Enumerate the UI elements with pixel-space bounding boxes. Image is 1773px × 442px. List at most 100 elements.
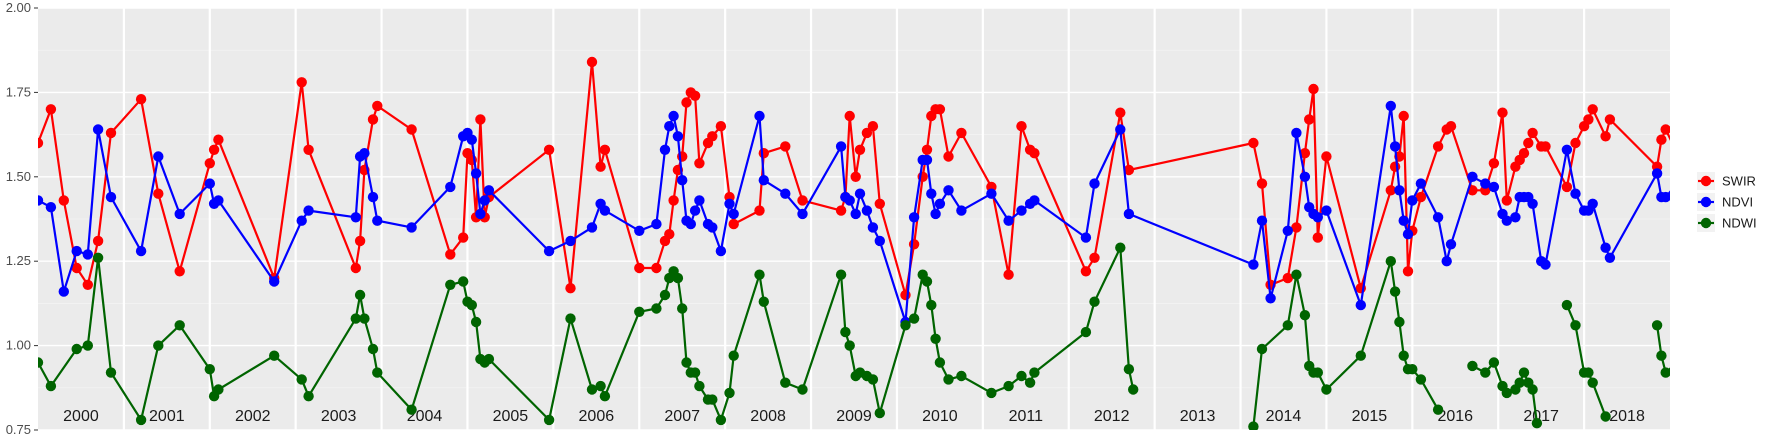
ndwi-point bbox=[1467, 360, 1478, 372]
ndwi-point bbox=[1501, 387, 1513, 399]
legend: SWIR NDVI NDWI bbox=[1697, 172, 1757, 232]
swir-point bbox=[82, 279, 94, 290]
ndvi-point bbox=[1265, 293, 1276, 304]
ndwi-point bbox=[71, 343, 82, 355]
ndvi-point bbox=[38, 195, 44, 206]
ndwi-point bbox=[715, 414, 727, 426]
ndvi-point bbox=[367, 191, 379, 203]
ndvi-point bbox=[1604, 252, 1616, 263]
ndvi-point bbox=[1651, 168, 1663, 179]
ndvi-point bbox=[1080, 232, 1092, 243]
ndwi-point bbox=[1734, 300, 1744, 310]
swir-point bbox=[694, 158, 705, 169]
legend-point bbox=[1700, 175, 1712, 187]
ndwi-point bbox=[681, 357, 692, 368]
ndwi-point bbox=[105, 367, 117, 378]
swir-point bbox=[1527, 127, 1538, 139]
ndvi-point bbox=[372, 215, 383, 226]
ndvi-point bbox=[1432, 212, 1444, 223]
ndwi-point bbox=[1699, 354, 1709, 364]
ndvi-point bbox=[672, 131, 684, 142]
legend-point bbox=[1700, 217, 1712, 229]
swir-point bbox=[208, 144, 220, 155]
swir-point bbox=[874, 198, 885, 209]
ndwi-point bbox=[651, 303, 662, 314]
ndvi-point bbox=[445, 181, 456, 193]
year-label-2018: 2018 bbox=[1609, 408, 1645, 425]
ndwi-point bbox=[930, 333, 941, 344]
swir-point bbox=[1604, 114, 1616, 125]
swir-point bbox=[543, 144, 555, 155]
ndvi-point bbox=[1312, 212, 1324, 223]
year-label-2013: 2013 bbox=[1180, 408, 1216, 425]
ndwi-point bbox=[758, 296, 769, 307]
swir-point bbox=[908, 239, 920, 250]
ndwi-point bbox=[350, 313, 361, 324]
ndvi-point bbox=[754, 110, 765, 122]
swir-point bbox=[835, 205, 847, 216]
swir-point bbox=[1587, 104, 1598, 115]
ndwi-point bbox=[1514, 377, 1525, 388]
year-label-2003: 2003 bbox=[321, 408, 357, 425]
ndvi-point bbox=[1389, 141, 1401, 152]
y-tick-label: 1.75 bbox=[6, 84, 31, 99]
ndwi-point bbox=[659, 289, 671, 301]
ndvi-point bbox=[668, 110, 679, 122]
ndvi-point bbox=[213, 195, 224, 206]
ndwi-point bbox=[1089, 296, 1100, 307]
swir-point bbox=[565, 283, 576, 294]
ndwi-point bbox=[586, 384, 598, 395]
ndwi-point bbox=[797, 384, 808, 395]
ndvi-point bbox=[1282, 225, 1294, 236]
y-tick-label: 0.75 bbox=[6, 422, 31, 437]
ndvi-point bbox=[1540, 259, 1551, 270]
ndwi-point bbox=[921, 276, 933, 287]
ndwi-point bbox=[445, 279, 456, 290]
year-label-2002: 2002 bbox=[235, 408, 271, 425]
y-tick-label: 1.50 bbox=[6, 169, 31, 184]
ndwi-point bbox=[1695, 337, 1705, 347]
series-ndwi bbox=[38, 242, 1744, 430]
swir-point bbox=[1282, 272, 1294, 284]
ndwi-point bbox=[1123, 364, 1135, 375]
ndvi-point bbox=[406, 222, 417, 233]
ndvi-point bbox=[1570, 188, 1581, 199]
swir-point bbox=[204, 158, 215, 169]
ndvi-point bbox=[296, 215, 307, 226]
swir-point bbox=[105, 127, 117, 139]
minor-gridlines bbox=[38, 49, 1670, 389]
ndvi-point bbox=[1501, 215, 1513, 226]
ndvi-point bbox=[483, 185, 495, 196]
ndwi-point bbox=[1651, 320, 1663, 331]
ndwi-point bbox=[1248, 421, 1259, 430]
legend-item-ndvi: NDVI bbox=[1697, 193, 1753, 211]
ndvi-point bbox=[586, 222, 598, 233]
ndvi-point bbox=[1445, 239, 1457, 250]
ndvi-point bbox=[956, 205, 967, 216]
ndwi-point bbox=[1115, 242, 1126, 253]
swir-point bbox=[797, 195, 808, 206]
swir-point bbox=[900, 289, 911, 301]
ndvi-point bbox=[728, 208, 739, 220]
ndwi-point bbox=[38, 357, 44, 368]
ndwi-point bbox=[1656, 350, 1667, 361]
year-label-2014: 2014 bbox=[1266, 408, 1302, 425]
swir-point bbox=[854, 144, 866, 155]
ndwi-point bbox=[595, 380, 606, 392]
ndvi-point bbox=[844, 195, 855, 206]
swir-point bbox=[1746, 148, 1756, 158]
swir-point bbox=[1518, 148, 1530, 159]
swir-point bbox=[689, 90, 701, 102]
swir-point bbox=[1256, 178, 1268, 189]
swir-point bbox=[651, 262, 662, 274]
ndwi-point bbox=[956, 370, 967, 382]
ndwi-point bbox=[1407, 364, 1418, 375]
swir-point bbox=[1016, 121, 1027, 132]
swir-point bbox=[1660, 124, 1670, 135]
swir-point bbox=[1656, 134, 1667, 145]
ndwi-point bbox=[1432, 404, 1444, 415]
ndwi-point bbox=[840, 326, 851, 338]
year-label-2017: 2017 bbox=[1523, 408, 1559, 425]
ndwi-point bbox=[1561, 299, 1573, 311]
ndvi-point bbox=[854, 188, 866, 199]
